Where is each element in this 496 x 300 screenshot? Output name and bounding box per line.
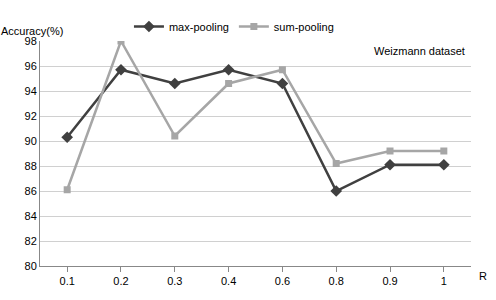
svg-text:0.6: 0.6: [275, 275, 290, 287]
svg-text:sum-pooling: sum-pooling: [274, 21, 334, 33]
svg-text:0.8: 0.8: [329, 275, 344, 287]
svg-text:92: 92: [25, 110, 37, 122]
svg-text:84: 84: [25, 210, 37, 222]
svg-text:0.1: 0.1: [60, 275, 75, 287]
svg-text:90: 90: [25, 135, 37, 147]
svg-text:88: 88: [25, 160, 37, 172]
svg-text:86: 86: [25, 185, 37, 197]
svg-text:Weizmann dataset: Weizmann dataset: [374, 45, 465, 57]
svg-text:0.4: 0.4: [221, 275, 236, 287]
svg-text:0.9: 0.9: [382, 275, 397, 287]
svg-text:1: 1: [441, 275, 447, 287]
svg-text:R: R: [479, 270, 487, 282]
svg-text:0.2: 0.2: [113, 275, 128, 287]
svg-text:82: 82: [25, 235, 37, 247]
svg-text:98: 98: [25, 35, 37, 47]
svg-text:80: 80: [25, 260, 37, 272]
svg-text:max-pooling: max-pooling: [169, 21, 229, 33]
svg-text:Accuracy(%): Accuracy(%): [1, 25, 63, 37]
svg-text:0.3: 0.3: [167, 275, 182, 287]
svg-text:94: 94: [25, 85, 37, 97]
svg-text:96: 96: [25, 60, 37, 72]
